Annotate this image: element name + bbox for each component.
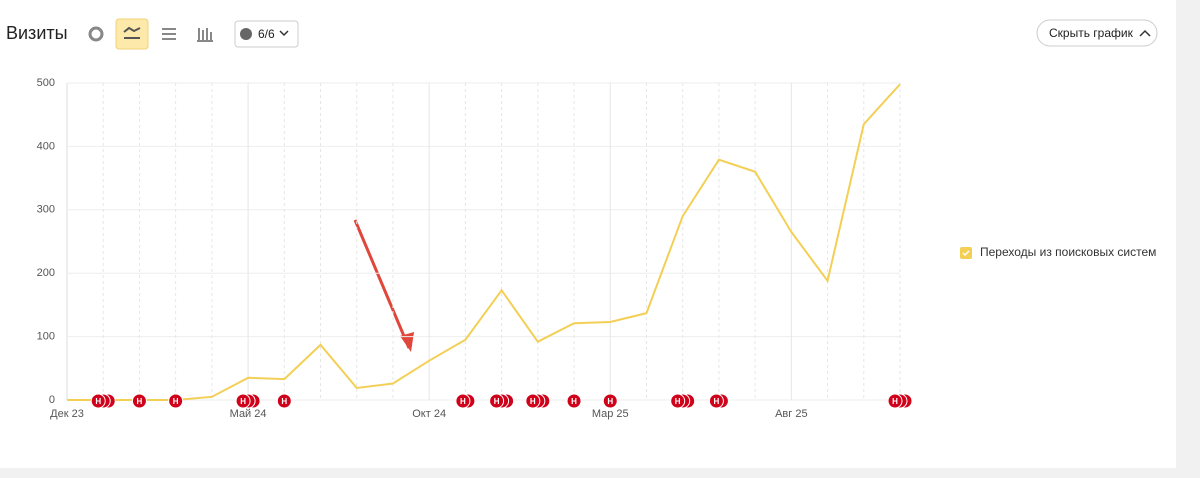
title: Визиты <box>6 23 68 43</box>
note-label: Н <box>714 397 720 406</box>
x-tick-label: Дек 23 <box>50 408 84 420</box>
note-group: Н <box>670 393 696 409</box>
chart-type-pie[interactable] <box>88 26 104 42</box>
x-tick-label: Мар 25 <box>592 408 629 420</box>
note-group: Н <box>235 393 261 409</box>
chart-type-line[interactable] <box>115 18 149 50</box>
note-label: Н <box>675 397 681 406</box>
note-bubble <box>525 393 541 409</box>
note-bubble <box>887 393 903 409</box>
note-bubble <box>455 393 471 409</box>
y-tick-label: 400 <box>37 140 55 152</box>
note-bubble <box>489 393 505 409</box>
hide-chart-button[interactable] <box>1036 19 1158 47</box>
note-bubble <box>708 393 724 409</box>
note-label: Н <box>571 397 577 406</box>
line-icon <box>123 26 141 39</box>
note-label: Н <box>460 397 466 406</box>
panel: Визиты 6/6 Скрыть график 0 100 200 300 400 50… <box>0 0 1176 468</box>
note-group: Н <box>525 393 551 409</box>
note-group: Н <box>708 393 729 409</box>
note-bubble <box>566 393 582 409</box>
comment-icon <box>240 28 252 40</box>
note-label: Н <box>95 397 101 406</box>
note-bubble <box>235 393 251 409</box>
note-label: Н <box>240 397 246 406</box>
note-group: Н <box>131 393 147 409</box>
note-label: Н <box>137 397 143 406</box>
note-group: Н <box>566 393 582 409</box>
note-label: Н <box>892 397 898 406</box>
note-label: Н <box>173 397 179 406</box>
hide-chart-label: Скрыть график <box>1049 26 1134 40</box>
chevron <box>279 30 289 37</box>
note-label: Н <box>281 397 287 406</box>
segments-button[interactable] <box>234 20 299 48</box>
note-bubble <box>90 393 106 409</box>
note-group: Н <box>602 393 618 409</box>
note-group: Н <box>90 393 116 409</box>
note-label: Н <box>607 397 613 406</box>
note-bubble <box>602 393 618 409</box>
note-bubble <box>168 393 184 409</box>
note-label: Н <box>530 397 536 406</box>
note-bubble <box>276 393 292 409</box>
y-tick-label: 500 <box>37 77 55 89</box>
x-tick-label: Май 24 <box>230 408 267 420</box>
note-bubble <box>131 393 147 409</box>
chart: Визиты 6/6 Скрыть график 0 100 200 300 400 50… <box>6 18 1158 420</box>
line <box>67 83 901 401</box>
note-group: Н <box>276 393 292 409</box>
legend-label: Переходы из поисковых систем <box>980 245 1156 259</box>
note-bubble <box>670 393 686 409</box>
note-group: Н <box>887 393 913 409</box>
segments-count: 6/6 <box>258 27 275 41</box>
chart-type-area[interactable] <box>162 28 176 40</box>
note-group: Н <box>455 393 476 409</box>
note-label: Н <box>494 397 500 406</box>
y-tick-label: 300 <box>37 204 55 216</box>
check <box>962 250 970 257</box>
x-tick-label: Авг 25 <box>775 408 807 420</box>
x-tick-label: Окт 24 <box>412 408 446 420</box>
chevron-up <box>1139 29 1151 37</box>
note-group: Н <box>489 393 515 409</box>
y-tick-label: 200 <box>37 267 55 279</box>
chart-type-bar[interactable] <box>197 28 213 42</box>
note-group: Н <box>168 393 184 409</box>
y-tick-label: 0 <box>49 394 55 406</box>
y-tick-label: 100 <box>37 331 55 343</box>
arrow <box>353 219 411 349</box>
